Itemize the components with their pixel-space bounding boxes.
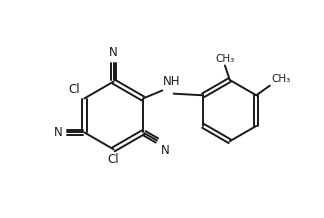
Text: CH₃: CH₃	[272, 74, 291, 84]
Text: CH₃: CH₃	[215, 54, 235, 64]
Text: Cl: Cl	[69, 83, 80, 96]
Text: NH: NH	[163, 75, 180, 88]
Text: Cl: Cl	[108, 153, 120, 166]
Text: N: N	[161, 144, 169, 157]
Text: N: N	[53, 126, 62, 139]
Text: N: N	[109, 46, 118, 59]
